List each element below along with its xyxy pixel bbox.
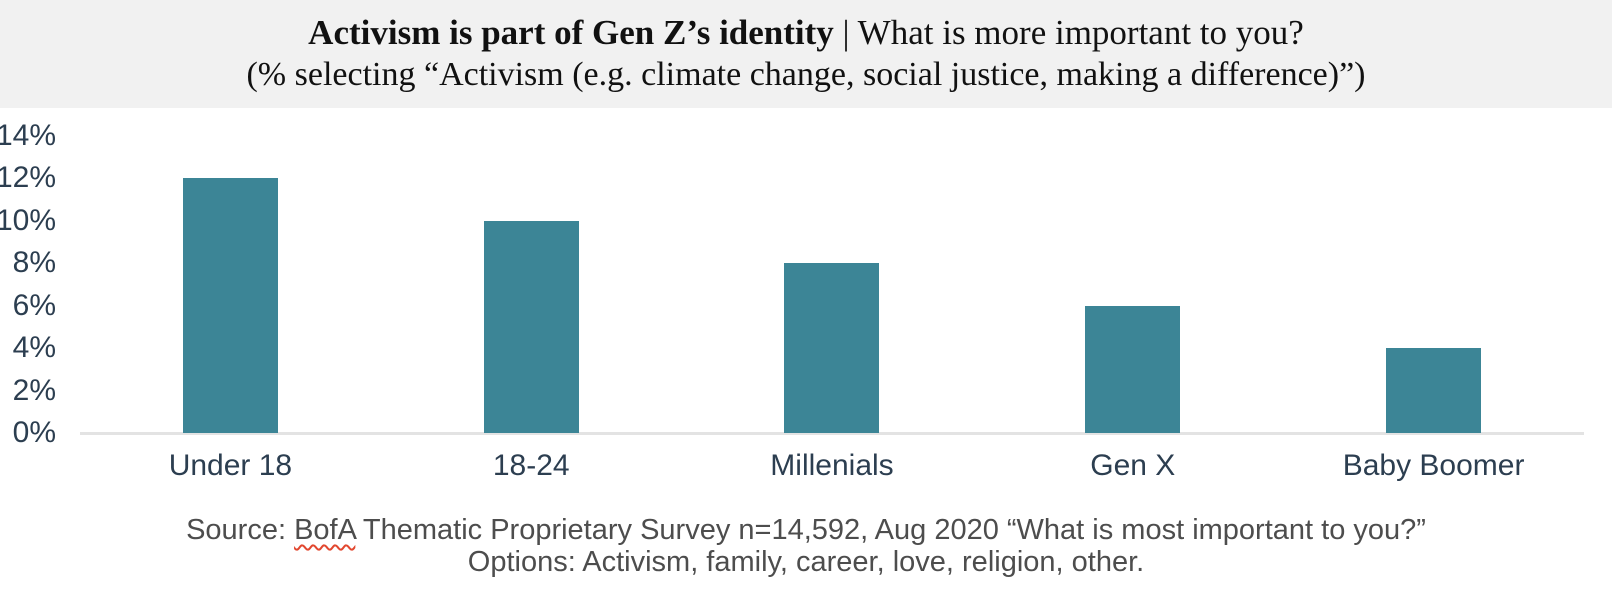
y-tick-label: 14% [0,119,56,152]
y-tick-label: 4% [12,331,56,365]
source-text: Thematic Proprietary Survey n=14,592, Au… [355,514,1426,546]
bar-under-18 [182,178,278,433]
bar-slot: Millenials [682,136,983,482]
y-tick-label: 12% [0,161,56,195]
chart-title: Activism is part of Gen Z’s identity | W… [308,12,1304,54]
y-tick-label: 2% [12,373,56,407]
bar-gen-x [1085,305,1181,433]
bar-slot: Under 18 [80,136,381,482]
source-label: Source: [186,514,295,546]
y-tick-label: 10% [0,203,56,237]
x-category-label: Gen X [1090,449,1176,482]
chart-title-bold: Activism is part of Gen Z’s identity [308,13,834,52]
x-category-label: Under 18 [168,449,293,482]
source-line: Source: BofA Thematic Proprietary Survey… [0,514,1612,546]
chart-title-question: | What is more important to you? [833,13,1304,52]
x-category-label: 18-24 [492,449,570,482]
source-note: Source: BofA Thematic Proprietary Survey… [0,514,1612,578]
bar-slot: Baby Boomer [1283,136,1584,482]
plot-area: Under 18 18-24 Millenials Gen X Baby Boomer [80,136,1584,482]
chart-title-banner: Activism is part of Gen Z’s identity | W… [0,0,1612,108]
bar-baby-boomer [1386,348,1482,433]
bar-slot: 18-24 [381,136,682,482]
y-axis: 0% 2% 4% 6% 8% 10% 12% 14% [0,119,62,449]
y-tick-label: 8% [12,246,56,280]
bar-slot: Gen X [982,136,1283,482]
options-line: Options: Activism, family, career, love,… [467,546,1145,578]
bar-millenials [784,263,880,433]
bar-chart: 0% 2% 4% 6% 8% 10% 12% 14% Under 18 18-24 Milleni… [0,119,1612,482]
chart-subtitle: (% selecting “Activism (e.g. climate cha… [246,56,1366,93]
misspelled-word: BofA [294,514,356,546]
x-category-label: Millenials [770,449,894,482]
x-axis-line [80,432,1584,435]
y-tick-label: 0% [12,416,56,449]
bar-18-24 [483,220,579,433]
x-category-label: Baby Boomer [1342,449,1525,482]
y-tick-label: 6% [12,288,56,322]
